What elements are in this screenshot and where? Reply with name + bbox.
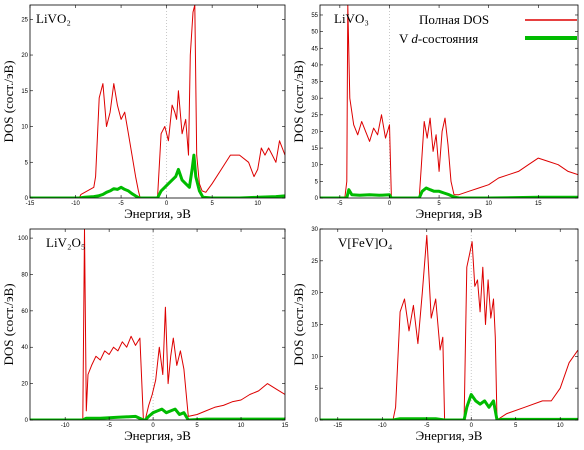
y-tick-label: 5 (315, 179, 319, 185)
x-tick-label: -15 (333, 423, 342, 429)
y-tick-label: 0 (25, 418, 29, 424)
x-tick-label: 10 (238, 423, 245, 429)
series-v-d-states (30, 153, 285, 198)
plot-frame (319, 4, 579, 199)
x-tick-label: 10 (254, 201, 261, 207)
x-tick-label: -10 (378, 423, 387, 429)
y-axis-label: DOS (сост./эВ) (1, 283, 16, 365)
plot-area (320, 5, 578, 198)
x-tick-label: -5 (118, 201, 124, 207)
plot-frame (319, 228, 579, 421)
y-tick-label: 15 (311, 323, 318, 329)
legend-total-label: Полная DOS (419, 12, 489, 27)
y-tick-label: 10 (311, 354, 318, 360)
x-tick-label: -5 (424, 423, 430, 429)
y-tick-label: 10 (311, 163, 318, 169)
y-tick-label: 25 (311, 113, 318, 119)
panel-livo3: -5 0 5 10 15 0 5 10 15 20 25 30 35 40 45 50 55 LiVO₃ Энерг… (291, 4, 579, 221)
y-tick-label: 10 (21, 125, 28, 131)
legend-v-label: V d-состояния (399, 31, 478, 46)
y-tick-label: 35 (311, 80, 318, 86)
y-axis-label: DOS (сост./эВ) (291, 60, 306, 142)
chart-legend: Полная DOS V d-состояния (399, 12, 577, 46)
x-tick-label: 5 (195, 423, 199, 429)
series-total-dos (30, 5, 285, 198)
y-tick-label: 25 (21, 17, 28, 23)
series-v-d-states (320, 393, 578, 420)
x-tick-label: 5 (514, 423, 518, 429)
x-axis-label: Энергия, эВ (124, 428, 191, 443)
plot-frame (29, 228, 286, 421)
plot-frame (29, 4, 286, 199)
y-tick-label: 30 (311, 96, 318, 102)
y-axis-label: DOS (сост./эВ) (291, 283, 306, 365)
panel-title: V[FeV]O₄ (338, 235, 393, 250)
x-axis-label: Энергия, эВ (416, 206, 483, 221)
y-tick-label: 20 (21, 53, 28, 59)
plot-area (30, 229, 285, 420)
x-tick-label: 15 (535, 201, 542, 207)
panel-title: LiVO₂ (36, 11, 71, 26)
x-tick-label: -5 (106, 423, 112, 429)
plot-area (320, 234, 578, 420)
y-tick-label: 60 (21, 309, 28, 315)
series-total-dos (320, 234, 578, 420)
y-tick-label: 15 (311, 146, 318, 152)
x-tick-label: 0 (165, 201, 169, 207)
panel-vfevo4: -15 -10 -5 0 5 10 0 5 10 15 20 25 30 V[FeV]O₄ Энергия,… (291, 227, 579, 443)
y-tick-label: 80 (21, 272, 28, 278)
panel-liv2o5: -10 -5 0 5 10 15 0 20 40 60 80 100 LiV₂O₅ Энергия, эВ… (1, 228, 289, 443)
x-tick-label: -5 (337, 201, 343, 207)
x-tick-label: 0 (470, 423, 474, 429)
panel-livo2: -15 -10 -5 0 5 10 0 5 10 15 20 25 LiVO₂ Энергия, эВ DO… (1, 4, 286, 221)
y-tick-label: 0 (315, 418, 319, 424)
y-tick-label: 20 (311, 291, 318, 297)
x-tick-label: 5 (210, 201, 214, 207)
y-tick-label: 100 (18, 236, 29, 242)
y-tick-label: 0 (315, 196, 319, 202)
x-tick-label: 10 (485, 201, 492, 207)
series-v-d-states (30, 407, 285, 420)
y-tick-label: 20 (21, 382, 28, 388)
x-tick-label: -10 (71, 201, 80, 207)
y-tick-label: 40 (21, 345, 28, 351)
x-tick-label: -10 (61, 423, 70, 429)
y-tick-label: 5 (25, 160, 29, 166)
y-tick-label: 25 (311, 259, 318, 265)
y-tick-label: 20 (311, 129, 318, 135)
x-tick-label: 5 (437, 201, 441, 207)
panel-title: LiVO₃ (334, 11, 369, 26)
plot-area (30, 5, 285, 198)
series-total-dos (320, 5, 578, 198)
y-tick-label: 30 (311, 227, 318, 233)
x-tick-label: 10 (557, 423, 564, 429)
y-tick-label: 40 (311, 63, 318, 69)
y-axis-label: DOS (сост./эВ) (1, 60, 16, 142)
y-tick-label: 5 (315, 386, 319, 392)
x-tick-label: 0 (151, 423, 155, 429)
x-tick-label: -15 (26, 201, 35, 207)
y-tick-label: 45 (311, 46, 318, 52)
y-tick-label: 50 (311, 30, 318, 36)
x-axis-label: Энергия, эВ (124, 206, 191, 221)
y-tick-label: 15 (21, 89, 28, 95)
series-total-dos (30, 229, 285, 420)
x-tick-label: 15 (282, 423, 289, 429)
y-tick-label: 55 (311, 13, 318, 19)
panel-title: LiV₂O₅ (46, 235, 85, 250)
x-axis-label: Энергия, эВ (416, 428, 483, 443)
x-tick-label: 0 (388, 201, 392, 207)
y-tick-label: 0 (25, 196, 29, 202)
series-v-d-states (320, 186, 578, 198)
